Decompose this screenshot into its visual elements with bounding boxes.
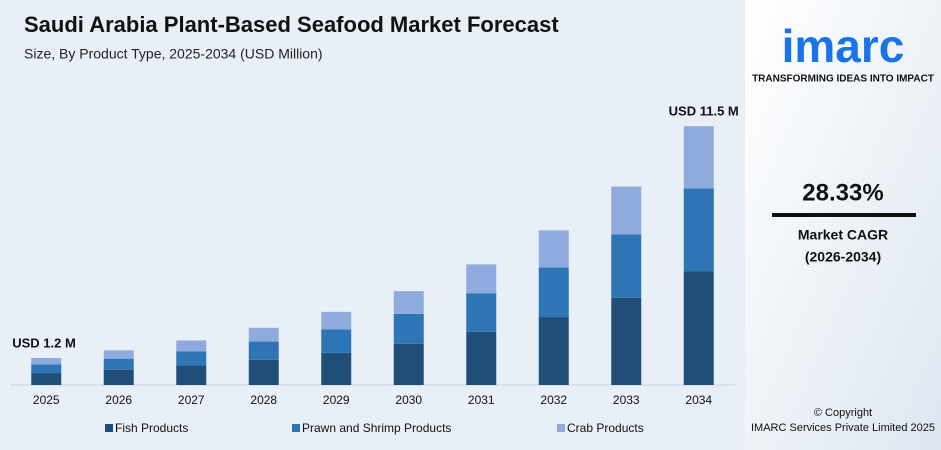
bar-segment bbox=[466, 331, 497, 385]
x-tick-label: 2030 bbox=[395, 393, 422, 407]
legend-label: Fish Products bbox=[115, 421, 188, 435]
x-tick-label: 2031 bbox=[468, 393, 495, 407]
bar-segment bbox=[393, 291, 424, 314]
annotation: USD 1.2 M bbox=[12, 335, 76, 350]
bar-segment bbox=[611, 186, 642, 235]
cagr-period: (2026-2034) bbox=[805, 249, 881, 265]
bar-segment bbox=[393, 313, 424, 344]
x-tick-label: 2027 bbox=[178, 393, 205, 407]
bar-segment bbox=[538, 267, 569, 318]
x-tick-label: 2034 bbox=[685, 393, 712, 407]
bar-segment bbox=[321, 329, 352, 353]
cagr-value: 28.33% bbox=[802, 179, 883, 206]
cagr-divider bbox=[772, 213, 916, 217]
side-panel bbox=[745, 0, 941, 450]
x-tick-label: 2033 bbox=[613, 393, 640, 407]
bar-segment bbox=[248, 327, 279, 342]
bar-segment bbox=[248, 359, 279, 385]
copyright: © Copyright bbox=[814, 407, 872, 419]
bar-segment bbox=[321, 352, 352, 385]
legend-swatch bbox=[557, 424, 565, 432]
logo: imarc bbox=[782, 20, 905, 72]
company: IMARC Services Private Limited 2025 bbox=[751, 422, 935, 434]
bar-segment bbox=[683, 271, 714, 385]
chart-title: Saudi Arabia Plant-Based Seafood Market … bbox=[24, 12, 559, 37]
legend-swatch bbox=[292, 424, 300, 432]
bar-segment bbox=[683, 188, 714, 272]
x-tick-label: 2029 bbox=[323, 393, 350, 407]
annotation: USD 11.5 M bbox=[669, 104, 739, 119]
legend-label: Crab Products bbox=[567, 421, 644, 435]
bar-segment bbox=[466, 264, 497, 294]
bar-segment bbox=[538, 317, 569, 385]
bar-segment bbox=[321, 311, 352, 330]
bar-segment bbox=[31, 364, 62, 374]
bar-segment bbox=[466, 293, 497, 332]
bar-segment bbox=[103, 369, 134, 385]
x-tick-label: 2025 bbox=[33, 393, 60, 407]
x-tick-label: 2032 bbox=[540, 393, 567, 407]
bar-segment bbox=[611, 234, 642, 298]
cagr-label: Market CAGR bbox=[798, 227, 888, 243]
bar-segment bbox=[176, 365, 207, 385]
bar-segment bbox=[611, 297, 642, 385]
legend-swatch bbox=[105, 424, 113, 432]
bar-segment bbox=[248, 341, 279, 360]
bar-segment bbox=[103, 350, 134, 359]
tagline: TRANSFORMING IDEAS INTO IMPACT bbox=[752, 74, 934, 85]
legend-label: Prawn and Shrimp Products bbox=[302, 421, 451, 435]
bar-segment bbox=[176, 351, 207, 366]
bar-segment bbox=[176, 340, 207, 352]
bar-segment bbox=[393, 343, 424, 385]
bar-segment bbox=[31, 358, 62, 365]
x-tick-label: 2028 bbox=[250, 393, 277, 407]
x-tick-label: 2026 bbox=[105, 393, 132, 407]
bar-segment bbox=[31, 373, 62, 385]
chart-subtitle: Size, By Product Type, 2025-2034 (USD Mi… bbox=[24, 46, 323, 62]
bar-segment bbox=[538, 230, 569, 268]
bar-segment bbox=[683, 126, 714, 189]
bar-segment bbox=[103, 358, 134, 370]
